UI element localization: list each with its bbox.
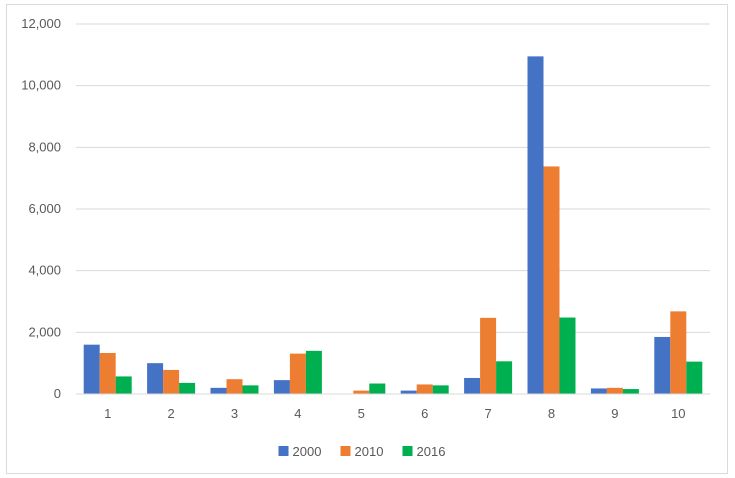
- legend-label-2016: 2016: [417, 444, 446, 459]
- x-tick-label: 4: [294, 406, 301, 421]
- y-tick-label: 8,000: [28, 139, 61, 154]
- legend-swatch-2000: [278, 446, 289, 456]
- legend-swatch-2010: [340, 446, 351, 456]
- bar-2010-cat-1: [99, 352, 116, 394]
- bar-2010-cat-4: [289, 353, 306, 394]
- y-tick-label: 2,000: [28, 324, 61, 339]
- bar-2010-cat-5: [353, 390, 370, 394]
- bar-2016-cat-9: [622, 389, 639, 394]
- bar-2010-cat-10: [670, 311, 687, 394]
- bar-2016-cat-6: [432, 385, 449, 394]
- bar-2000-cat-7: [464, 377, 481, 394]
- bar-2016-cat-2: [179, 382, 196, 394]
- gridlines: [76, 23, 710, 333]
- bar-2016-cat-1: [115, 376, 132, 394]
- y-tick-label: 6,000: [28, 201, 61, 216]
- y-tick-label: 0: [54, 386, 61, 401]
- bar-2000-cat-6: [400, 390, 417, 394]
- bar-2010-cat-3: [226, 379, 243, 394]
- bars: [83, 56, 703, 394]
- x-tick-label: 1: [104, 406, 111, 421]
- legend-label-2010: 2010: [355, 444, 384, 459]
- bar-2016-cat-8: [559, 317, 576, 394]
- legend-label-2000: 2000: [293, 444, 322, 459]
- bar-2000-cat-3: [210, 387, 227, 394]
- chart-area: [6, 4, 728, 474]
- x-tick-label: 7: [484, 406, 491, 421]
- x-tick-label: 3: [231, 406, 238, 421]
- y-axis-tick-labels: 0 2,000 4,000 6,000 8,000 10,000 12,000: [21, 16, 61, 401]
- bar-2010-cat-7: [480, 317, 497, 394]
- bar-2000-cat-4: [273, 380, 290, 394]
- bar-2016-cat-4: [305, 350, 322, 394]
- bar-2010-cat-2: [163, 369, 180, 394]
- bar-2016-cat-10: [686, 361, 703, 394]
- x-tick-label: 9: [611, 406, 618, 421]
- legend-swatch-2016: [402, 446, 413, 456]
- bar-2000-cat-9: [590, 388, 607, 394]
- y-tick-label: 10,000: [21, 78, 61, 93]
- legend: 2000 2010 2016: [278, 444, 446, 459]
- x-tick-label: 8: [548, 406, 555, 421]
- bar-2000-cat-8: [527, 56, 544, 394]
- bar-2000-cat-1: [83, 344, 100, 394]
- x-tick-label: 5: [358, 406, 365, 421]
- y-tick-label: 12,000: [21, 16, 61, 31]
- x-tick-label: 6: [421, 406, 428, 421]
- bar-2010-cat-8: [543, 166, 560, 394]
- bar-2010-cat-6: [416, 384, 433, 394]
- bar-2016-cat-5: [369, 383, 386, 394]
- bar-2016-cat-3: [242, 385, 259, 394]
- x-axis-tick-labels: 1 2 3 4 5 6 7 8 9 10: [104, 406, 685, 421]
- y-tick-label: 4,000: [28, 263, 61, 278]
- bar-2016-cat-7: [496, 361, 513, 394]
- x-tick-label: 2: [167, 406, 174, 421]
- x-tick-label: 10: [671, 406, 685, 421]
- bar-2010-cat-9: [606, 387, 623, 394]
- bar-2000-cat-10: [654, 336, 671, 394]
- bar-2000-cat-2: [147, 363, 164, 394]
